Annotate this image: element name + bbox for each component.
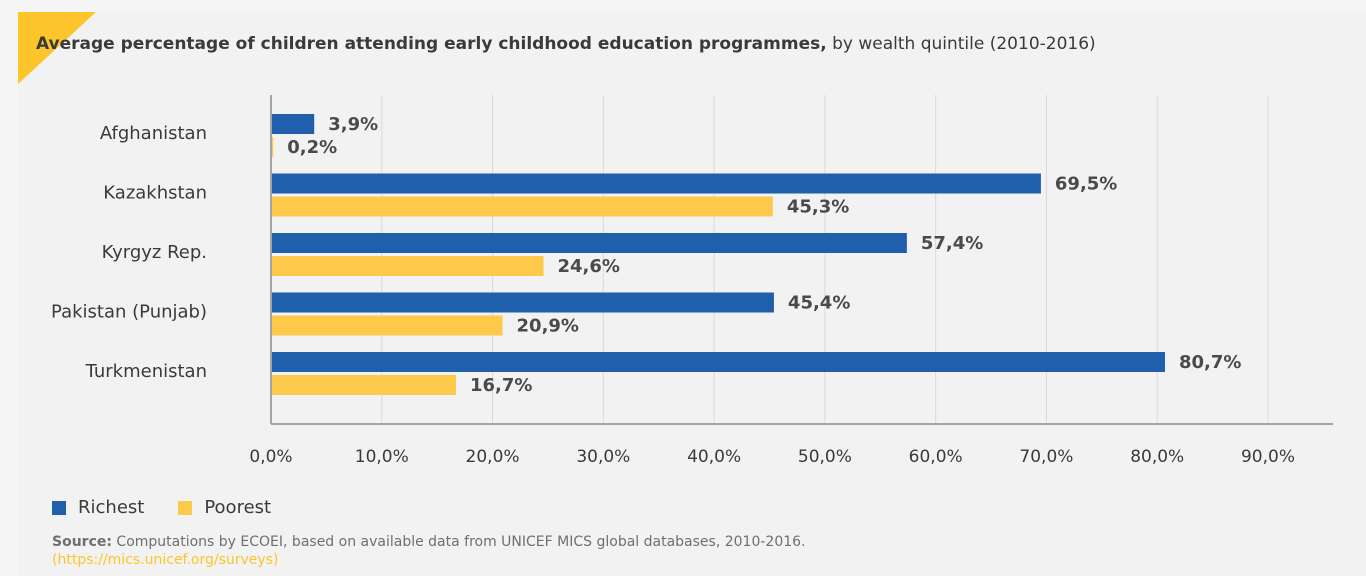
bar-poorest [272,137,274,157]
data-label: 45,4% [788,293,850,314]
data-label: 69,5% [1055,174,1117,195]
bar-poorest [272,256,544,276]
x-tick-label: 10,0% [355,447,409,467]
data-label: 57,4% [921,233,983,254]
category-label: Kyrgyz Rep. [102,242,207,263]
bar-poorest [272,375,456,395]
legend-swatch-poorest [178,500,193,515]
source-link[interactable]: (https://mics.unicef.org/surveys) [52,552,279,568]
bar-poorest [272,196,773,217]
legend-label-poorest: Poorest [204,497,272,518]
x-tick-label: 90,0% [1241,447,1295,467]
legend-label-richest: Richest [78,497,145,518]
data-label: 0,2% [287,137,337,158]
bar-richest [272,292,774,313]
bar-richest [272,173,1041,194]
x-tick-label: 60,0% [909,447,963,467]
legend-item-richest: Richest [52,497,144,518]
legend-item-poorest: Poorest [178,497,271,518]
x-tick-label: 30,0% [576,447,630,467]
data-label: 20,9% [517,316,579,337]
bar-richest [272,114,315,134]
category-label: Kazakhstan [103,183,207,204]
data-label: 80,7% [1179,352,1241,373]
source-text: Computations by ECOEI, based on availabl… [116,534,806,550]
x-tick-label: 0,0% [249,447,292,467]
chart-title-bold: Average percentage of children attending… [36,34,827,54]
data-label: 24,6% [558,256,620,277]
x-tick-label: 40,0% [687,447,741,467]
bar-poorest [272,315,503,336]
corner-accent [18,12,96,84]
category-label: Turkmenistan [85,361,207,382]
bar-richest [272,233,907,253]
chart-title: Average percentage of children attending… [36,34,1096,54]
data-label: 3,9% [328,114,378,135]
source-note: Source: Computations by ECOEI, based on … [52,533,805,569]
data-label: 45,3% [787,197,849,218]
category-label: Pakistan (Punjab) [51,302,207,323]
x-tick-label: 20,0% [466,447,520,467]
legend-swatch-richest [52,500,66,515]
source-label: Source: [52,534,112,550]
x-tick-label: 50,0% [798,447,852,467]
bar-richest [272,352,1165,372]
chart-title-normal: by wealth quintile (2010-2016) [832,34,1096,54]
legend: Richest Poorest [52,497,271,518]
x-tick-label: 80,0% [1130,447,1184,467]
category-label: Afghanistan [100,123,207,144]
data-label: 16,7% [470,375,532,396]
x-tick-label: 70,0% [1019,447,1073,467]
